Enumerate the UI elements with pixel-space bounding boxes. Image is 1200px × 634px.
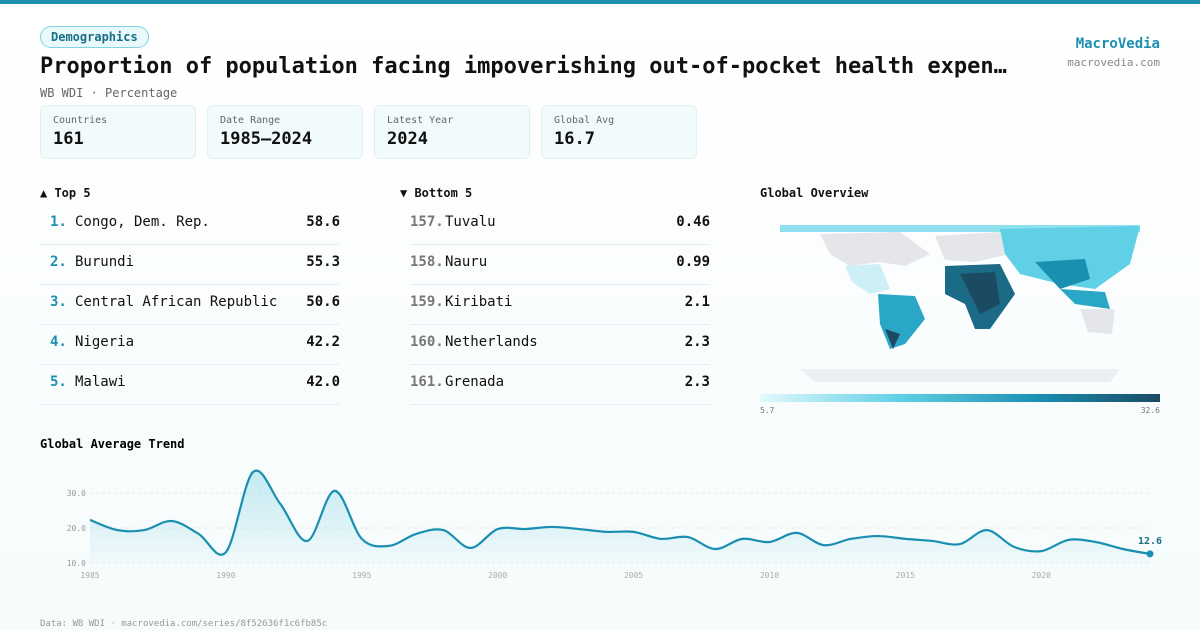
scale-min: 5.7 xyxy=(760,406,775,415)
rank: 158. xyxy=(410,254,444,270)
x-tick-label: 2000 xyxy=(488,571,507,580)
category-tag[interactable]: Demographics xyxy=(40,26,149,48)
value: 58.6 xyxy=(306,214,340,230)
stat-label: Date Range xyxy=(220,115,281,126)
list-row[interactable]: 159. Kiribati 2.1 xyxy=(410,284,710,325)
last-value-label: 12.6 xyxy=(1138,536,1162,547)
stat-value: 2024 xyxy=(387,129,428,149)
x-tick-label: 2020 xyxy=(1032,571,1051,580)
list-row[interactable]: 3. Central African Republic 50.6 xyxy=(40,284,340,325)
x-tick-label: 2010 xyxy=(760,571,779,580)
subtitle: WB WDI · Percentage xyxy=(40,86,178,100)
value: 2.3 xyxy=(684,334,710,350)
list-row[interactable]: 158. Nauru 0.99 xyxy=(410,244,710,285)
bottom-heading: ▼ Bottom 5 xyxy=(400,186,473,200)
stat-value: 1985–2024 xyxy=(220,129,313,149)
country: Nauru xyxy=(445,254,488,270)
country: Kiribati xyxy=(445,294,513,310)
map-heading: Global Overview xyxy=(760,186,869,200)
list-row[interactable]: 160. Netherlands 2.3 xyxy=(410,324,710,365)
value: 55.3 xyxy=(306,254,340,270)
value: 2.1 xyxy=(684,294,710,310)
country: Grenada xyxy=(445,374,505,390)
value: 42.0 xyxy=(306,374,340,390)
country: Congo, Dem. Rep. xyxy=(75,214,210,230)
y-tick-label: 10.0 xyxy=(67,559,86,568)
stat-label: Latest Year xyxy=(387,115,454,126)
country: Netherlands xyxy=(445,334,538,350)
stat-card: Global Avg 16.7 xyxy=(541,105,697,159)
site: macrovedia.com xyxy=(1067,56,1160,69)
rank: 161. xyxy=(410,374,444,390)
value: 2.3 xyxy=(684,374,710,390)
stat-card: Date Range 1985–2024 xyxy=(207,105,363,159)
value: 42.2 xyxy=(306,334,340,350)
rank: 1. xyxy=(50,214,67,230)
country: Central African Republic xyxy=(75,294,278,310)
rank: 4. xyxy=(50,334,67,350)
x-tick-label: 1995 xyxy=(352,571,371,580)
x-tick-label: 1985 xyxy=(80,571,99,580)
stat-value: 16.7 xyxy=(554,129,595,149)
country: Nigeria xyxy=(75,334,135,350)
scale-max: 32.6 xyxy=(1141,406,1160,415)
rank: 3. xyxy=(50,294,67,310)
y-tick-label: 30.0 xyxy=(67,489,86,498)
stat-card: Latest Year 2024 xyxy=(374,105,530,159)
rank: 2. xyxy=(50,254,67,270)
last-point xyxy=(1146,550,1154,558)
brand[interactable]: MacroVedia xyxy=(1075,36,1160,52)
rank: 157. xyxy=(410,214,444,230)
stat-card: Countries 161 xyxy=(40,105,196,159)
list-row[interactable]: 5. Malawi 42.0 xyxy=(40,364,340,405)
value: 50.6 xyxy=(306,294,340,310)
chart-title: Global Average Trend xyxy=(40,437,185,451)
list-row[interactable]: 161. Grenada 2.3 xyxy=(410,364,710,405)
rank: 5. xyxy=(50,374,67,390)
list-row[interactable]: 4. Nigeria 42.2 xyxy=(40,324,340,365)
list-row[interactable]: 1. Congo, Dem. Rep. 58.6 xyxy=(40,204,340,245)
list-row[interactable]: 157. Tuvalu 0.46 xyxy=(410,204,710,245)
value: 0.99 xyxy=(676,254,710,270)
country: Tuvalu xyxy=(445,214,496,230)
x-tick-label: 1990 xyxy=(216,571,235,580)
page-title: Proportion of population facing impoveri… xyxy=(40,54,1007,79)
graphics: 5.7 32.6 Global Average Trend Data: WB W… xyxy=(40,225,1162,629)
rank: 160. xyxy=(410,334,444,350)
y-tick-label: 20.0 xyxy=(67,524,86,533)
list-row[interactable]: 2. Burundi 55.3 xyxy=(40,244,340,285)
stat-label: Global Avg xyxy=(554,115,615,126)
trend-line xyxy=(89,469,1151,556)
stat-label: Countries xyxy=(53,115,108,126)
footer: Data: WB WDI · macrovedia.com/series/8f5… xyxy=(40,619,327,629)
trend-area xyxy=(90,470,1150,563)
stat-value: 161 xyxy=(53,129,84,149)
country: Malawi xyxy=(75,374,126,390)
rank: 159. xyxy=(410,294,444,310)
top-heading: ▲ Top 5 xyxy=(40,186,91,200)
x-tick-label: 2015 xyxy=(896,571,915,580)
x-tick-label: 2005 xyxy=(624,571,643,580)
world-map xyxy=(760,225,1160,402)
country: Burundi xyxy=(75,254,135,270)
value: 0.46 xyxy=(676,214,710,230)
